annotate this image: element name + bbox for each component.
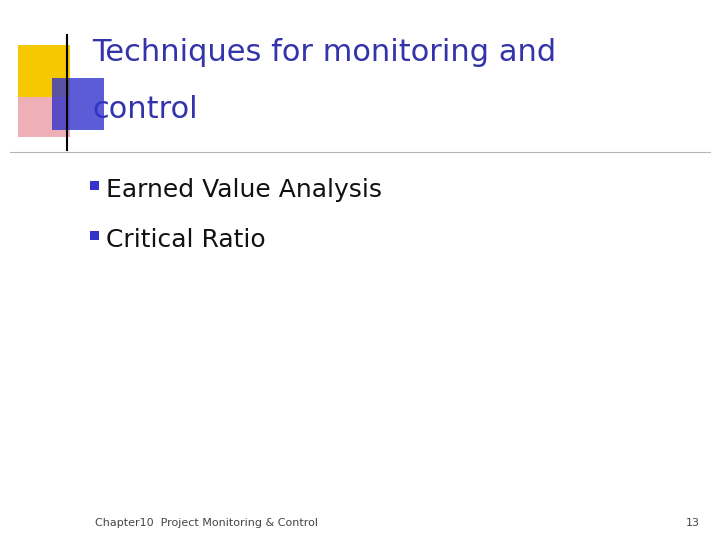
Bar [90, 181, 99, 190]
Bar [18, 85, 70, 137]
Text: Techniques for monitoring and: Techniques for monitoring and [92, 38, 556, 67]
Text: Earned Value Analysis: Earned Value Analysis [106, 178, 382, 202]
Bar [18, 45, 70, 97]
Text: Critical Ratio: Critical Ratio [106, 228, 266, 252]
Text: Chapter10  Project Monitoring & Control: Chapter10 Project Monitoring & Control [95, 518, 318, 528]
Text: 13: 13 [686, 518, 700, 528]
Text: control: control [92, 95, 197, 124]
Bar [52, 78, 104, 130]
Bar [90, 231, 99, 240]
